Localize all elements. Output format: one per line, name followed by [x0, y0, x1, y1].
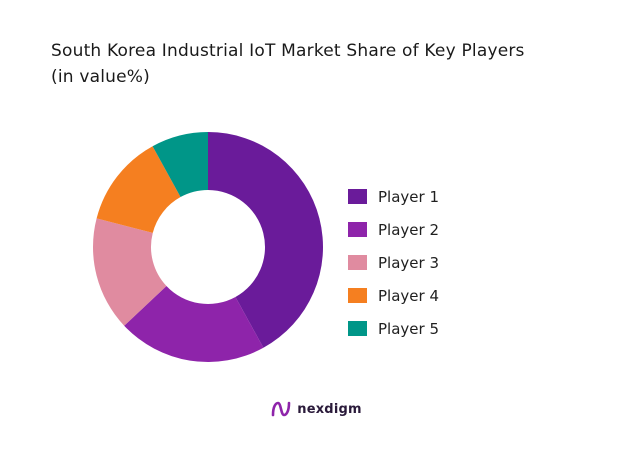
legend-label: Player 3	[378, 253, 439, 272]
legend-swatch	[348, 189, 367, 204]
legend-label: Player 4	[378, 286, 439, 305]
chart-title-line: South Korea Industrial IoT Market Share …	[51, 41, 525, 61]
legend-swatch	[348, 222, 367, 237]
legend-item-player-4: Player 4	[348, 279, 439, 312]
nexdigm-logo-icon	[271, 401, 291, 417]
legend-label: Player 5	[378, 319, 439, 338]
chart-subtitle: (in value%)	[51, 67, 150, 87]
donut-slices	[93, 132, 323, 362]
slice-player-5	[152, 132, 208, 198]
legend-item-player-5: Player 5	[348, 312, 439, 345]
legend-item-player-3: Player 3	[348, 246, 439, 279]
slice-player-4	[96, 146, 181, 233]
brand-footer: nexdigm	[0, 400, 633, 418]
legend-swatch	[348, 321, 367, 336]
legend-item-player-1: Player 1	[348, 180, 439, 213]
legend-item-player-2: Player 2	[348, 213, 439, 246]
legend-swatch	[348, 288, 367, 303]
legend: Player 1 Player 2 Player 3 Player 4 Player 5	[348, 180, 439, 345]
legend-swatch	[348, 255, 367, 270]
slice-player-3	[93, 218, 167, 326]
slice-player-1	[208, 132, 323, 348]
legend-label: Player 1	[378, 187, 439, 206]
legend-label: Player 2	[378, 220, 439, 239]
chart-title: South Korea Industrial IoT Market Share …	[51, 38, 611, 90]
brand-name: nexdigm	[297, 401, 362, 417]
slice-player-2	[124, 286, 264, 362]
